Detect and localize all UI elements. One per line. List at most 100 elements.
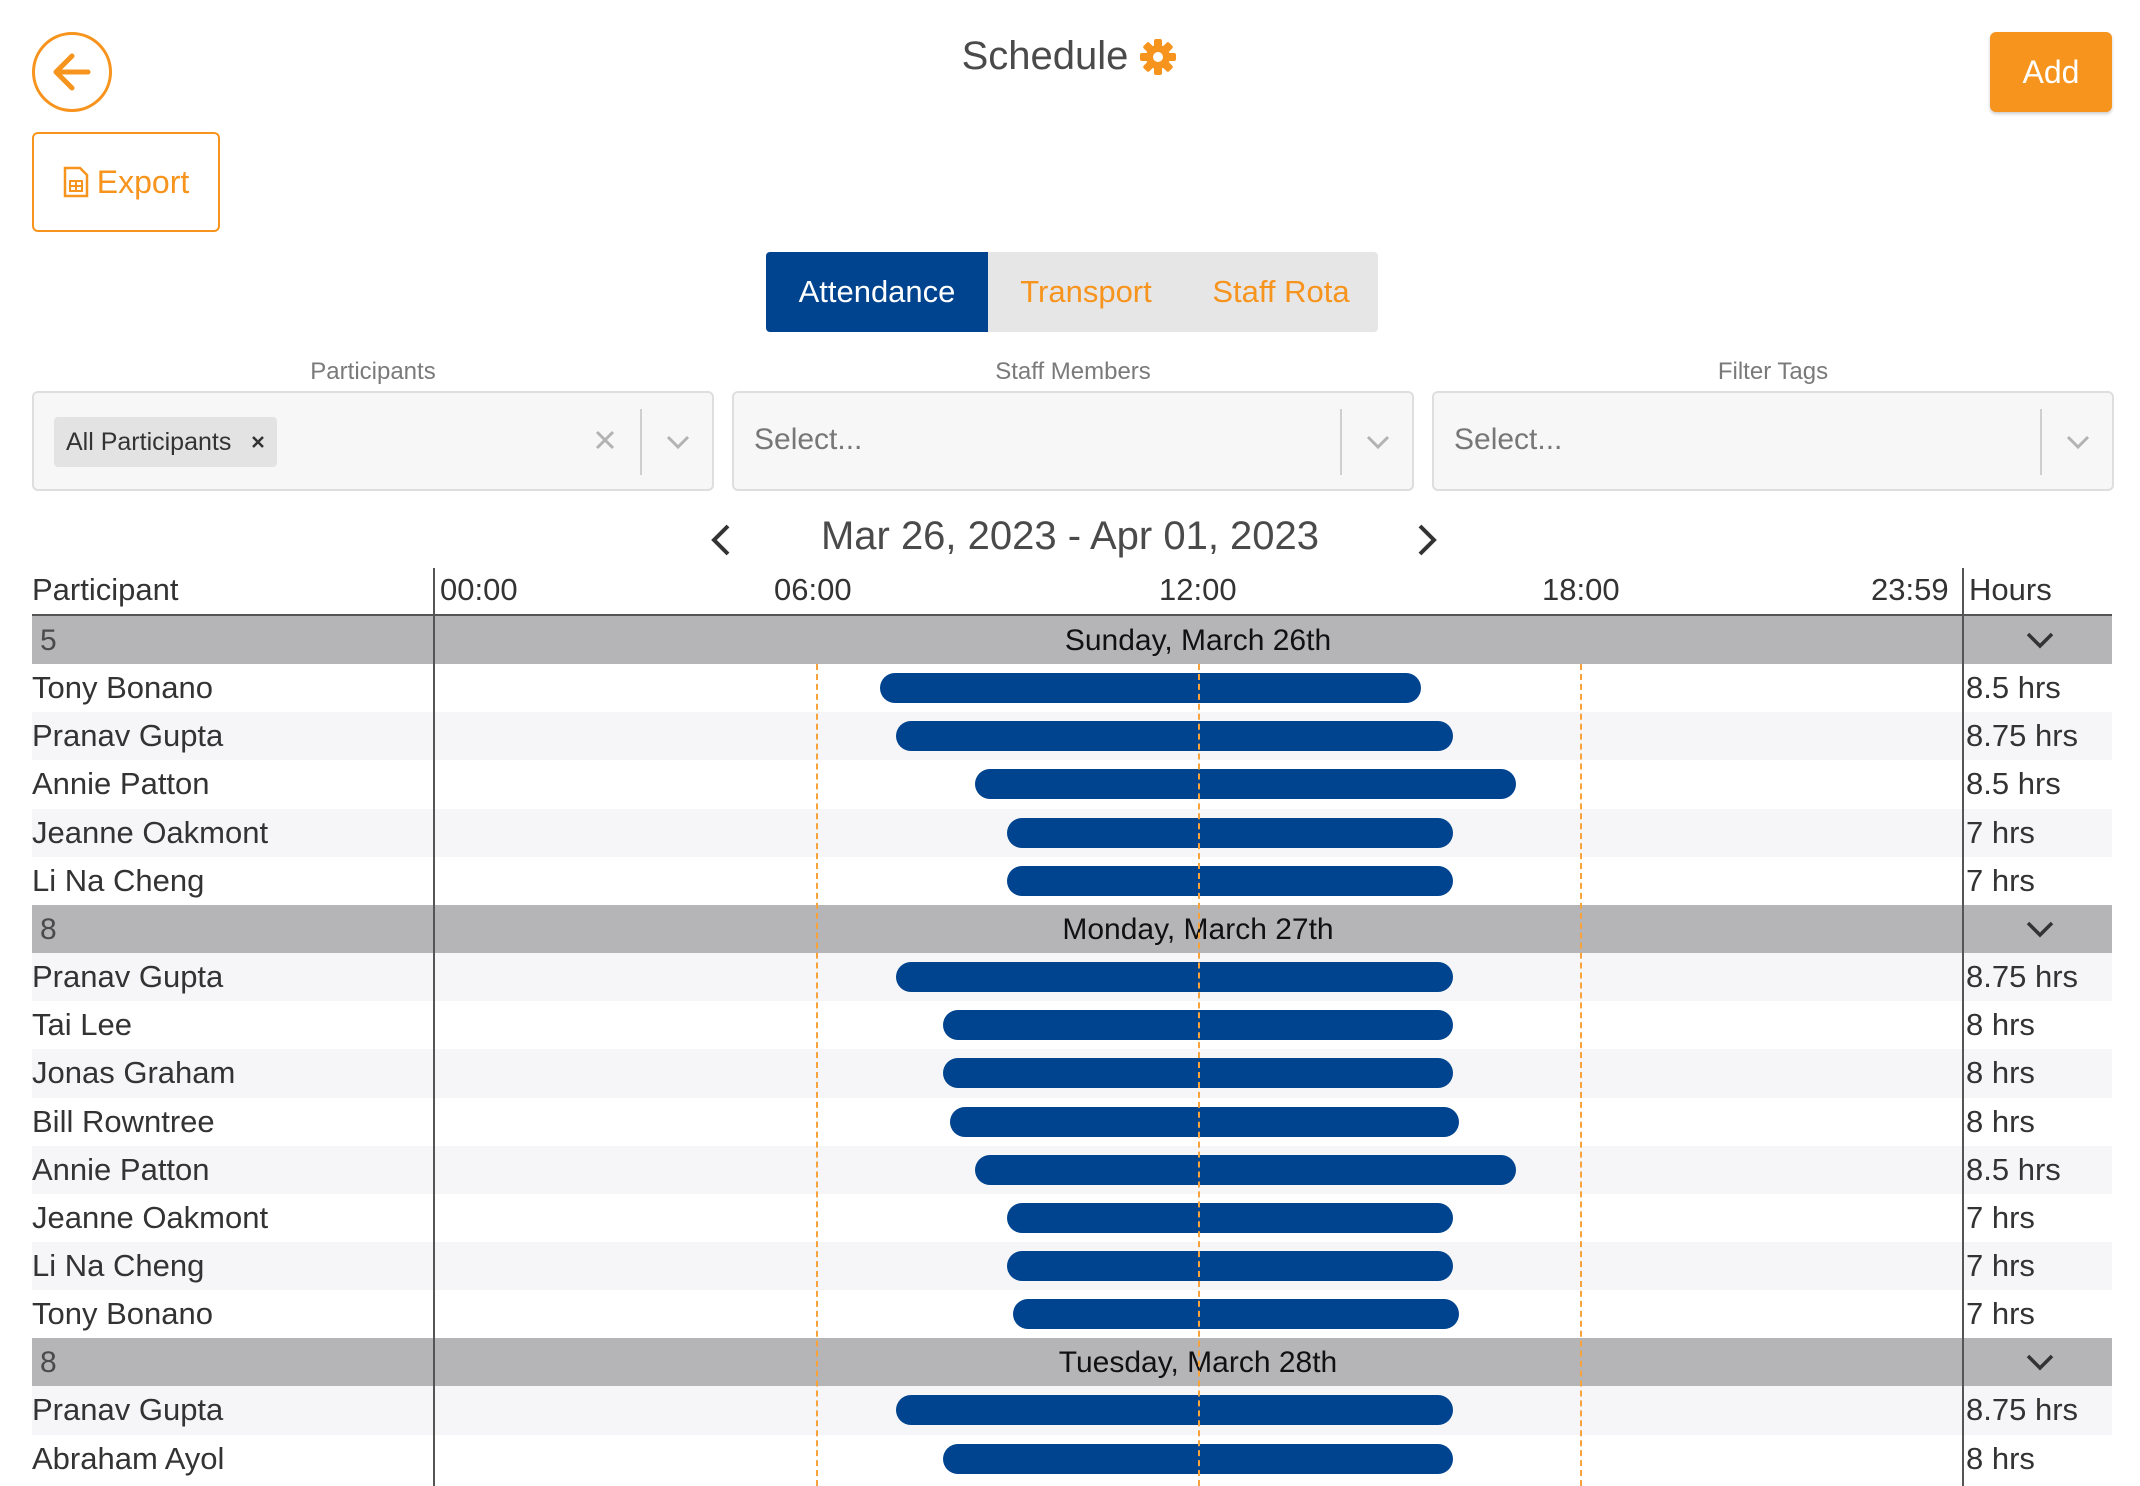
attendance-bar[interactable] (895, 1395, 1453, 1426)
page-title: Schedule (0, 34, 2140, 79)
tags-filter-label: Filter Tags (1717, 358, 1829, 385)
attendance-bar[interactable] (975, 769, 1517, 800)
participant-row: Li Na Cheng 7 hrs (32, 857, 2112, 905)
time-guide-line (1198, 664, 1200, 1486)
participant-name[interactable]: Abraham Ayol (32, 1440, 225, 1476)
chevron-down-icon[interactable] (2024, 626, 2056, 654)
participant-name[interactable]: Li Na Cheng (32, 862, 205, 898)
staff-select[interactable]: Select... (732, 391, 1414, 491)
participant-name[interactable]: Annie Patton (32, 766, 210, 802)
participant-row: Tai Lee 8 hrs (32, 1001, 2112, 1049)
participant-name[interactable]: Jeanne Oakmont (32, 814, 269, 850)
tab-transport[interactable]: Transport (1020, 274, 1152, 309)
chevron-down-icon[interactable] (1364, 423, 1392, 459)
chevron-down-icon[interactable] (664, 423, 692, 459)
view-tabs: Attendance Transport Staff Rota (766, 252, 1378, 332)
participant-row: Jonas Graham 8 hrs (32, 1049, 2112, 1098)
participant-name[interactable]: Bill Rowntree (32, 1103, 215, 1139)
date-navigation: Mar 26, 2023 - Apr 01, 2023 (0, 510, 2140, 570)
participant-hours: 8 hrs (1966, 1440, 2035, 1476)
spreadsheet-file-icon (63, 166, 88, 198)
tags-select[interactable]: Select... (1432, 391, 2114, 491)
attendance-bar[interactable] (1007, 1202, 1453, 1233)
participant-row: Jeanne Oakmont 7 hrs (32, 1194, 2112, 1242)
participant-hours: 7 hrs (1966, 814, 2035, 850)
staff-filter-label: Staff Members (995, 358, 1151, 385)
clear-icon[interactable] (592, 427, 618, 453)
date-range: Mar 26, 2023 - Apr 01, 2023 (820, 514, 1320, 558)
export-button[interactable]: Export (32, 132, 220, 232)
participant-row: Pranav Gupta 8.75 hrs (32, 1386, 2112, 1435)
participant-hours: 8.5 hrs (1966, 766, 2061, 802)
chevron-right-icon[interactable] (1412, 520, 1442, 560)
participant-hours: 8.5 hrs (1966, 670, 2061, 705)
attendance-bar[interactable] (1007, 1251, 1453, 1282)
timeline-right-border (1962, 568, 1964, 1486)
participant-name[interactable]: Annie Patton (32, 1151, 210, 1187)
attendance-bar[interactable] (879, 673, 1421, 703)
attendance-bar[interactable] (949, 1106, 1460, 1137)
gear-icon[interactable] (1138, 37, 1178, 77)
chevron-down-icon[interactable] (2024, 1348, 2056, 1376)
attendance-bar[interactable] (1013, 1299, 1460, 1330)
back-button[interactable] (32, 32, 112, 112)
header-divider (32, 614, 2112, 616)
time-tick-2359: 23:59 (1871, 572, 1949, 607)
participant-name[interactable]: Li Na Cheng (32, 1248, 205, 1284)
add-button[interactable]: Add (1990, 32, 2112, 112)
time-tick-0000: 00:00 (440, 572, 518, 607)
page-title-text: Schedule (961, 34, 1129, 78)
participant-hours: 8.75 hrs (1966, 958, 2079, 994)
select-separator (2040, 409, 2042, 475)
participant-name[interactable]: Tony Bonano (32, 670, 213, 705)
attendance-bar[interactable] (1007, 865, 1453, 896)
chip-remove-icon[interactable] (251, 435, 265, 449)
day-title: Sunday, March 26th (1064, 624, 1332, 657)
timeline-left-border (433, 568, 435, 1486)
participant-row: Abraham Ayol 8 hrs (32, 1435, 2112, 1483)
participant-name[interactable]: Jonas Graham (32, 1055, 236, 1091)
participant-row: Jeanne Oakmont 7 hrs (32, 808, 2112, 857)
time-tick-1200: 12:00 (1159, 572, 1237, 607)
arrow-left-icon (53, 53, 91, 91)
attendance-bar[interactable] (943, 1058, 1453, 1089)
participant-row: Tony Bonano 7 hrs (32, 1290, 2112, 1338)
tab-staff-rota[interactable]: Staff Rota (1212, 274, 1350, 309)
attendance-bar[interactable] (1007, 817, 1453, 848)
tab-attendance[interactable]: Attendance (766, 252, 988, 332)
participant-column-header: Participant (32, 572, 179, 607)
time-tick-0600: 06:00 (774, 572, 852, 607)
participant-name[interactable]: Pranav Gupta (32, 1392, 224, 1428)
time-guide-line (1580, 664, 1582, 1486)
day-count: 5 (40, 624, 57, 657)
day-header[interactable]: 8 Monday, March 27th (32, 904, 2112, 953)
chevron-down-icon[interactable] (2024, 915, 2056, 943)
participants-select[interactable]: All Participants (32, 391, 714, 491)
day-count: 8 (40, 1346, 57, 1380)
attendance-bar[interactable] (895, 721, 1453, 752)
time-tick-1800: 18:00 (1542, 572, 1620, 607)
participant-row: Pranav Gupta 8.75 hrs (32, 712, 2112, 761)
day-count: 8 (40, 912, 57, 946)
participant-name[interactable]: Tony Bonano (32, 1296, 213, 1332)
participant-hours: 8.5 hrs (1966, 1151, 2061, 1187)
participant-hours: 8 hrs (1966, 1055, 2035, 1091)
chip-label: All Participants (66, 427, 232, 456)
chevron-down-icon[interactable] (2064, 423, 2092, 459)
chevron-left-icon[interactable] (706, 520, 736, 560)
attendance-bar[interactable] (975, 1154, 1517, 1185)
staff-placeholder: Select... (754, 423, 863, 456)
participant-name[interactable]: Pranav Gupta (32, 958, 224, 994)
participant-name[interactable]: Pranav Gupta (32, 718, 224, 754)
participant-hours: 8.75 hrs (1966, 1392, 2079, 1428)
day-header[interactable]: 5 Sunday, March 26th (32, 616, 2112, 664)
participant-name[interactable]: Jeanne Oakmont (32, 1199, 269, 1235)
attendance-bar[interactable] (943, 1443, 1453, 1474)
day-header[interactable]: 8 Tuesday, March 28th (32, 1338, 2112, 1387)
select-separator (1340, 409, 1342, 475)
participant-name[interactable]: Tai Lee (32, 1007, 132, 1043)
attendance-bar[interactable] (943, 1010, 1453, 1041)
participant-hours: 7 hrs (1966, 1296, 2035, 1332)
attendance-bar[interactable] (895, 961, 1453, 992)
participant-hours: 8 hrs (1966, 1103, 2035, 1139)
